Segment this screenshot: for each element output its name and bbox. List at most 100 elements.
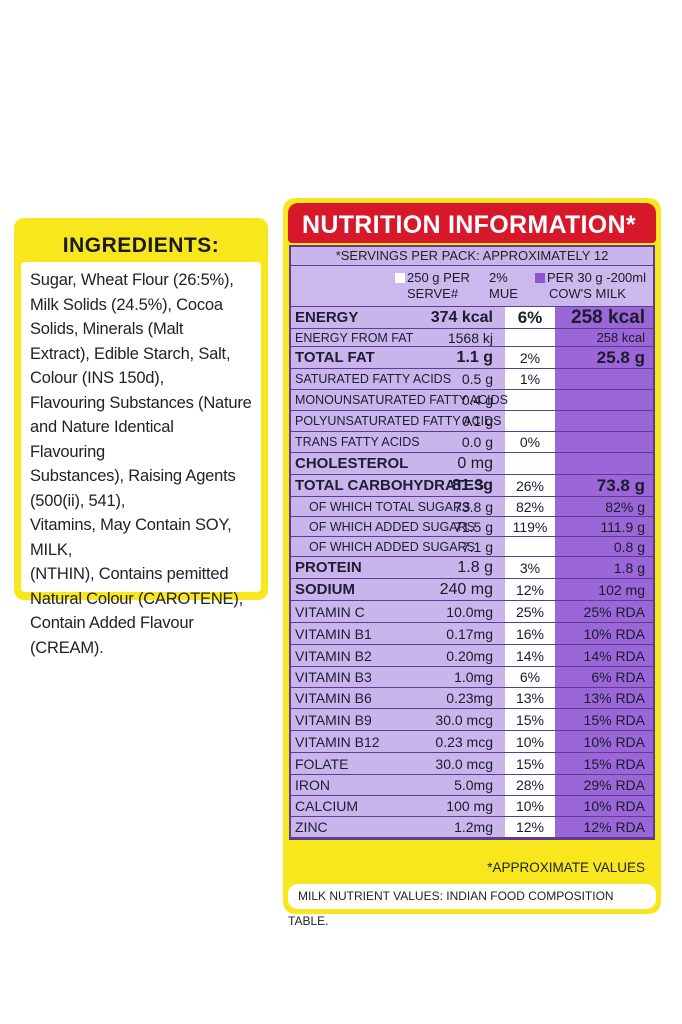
percent-value: 2% bbox=[519, 350, 541, 366]
per-serve-value: 81.3g bbox=[452, 477, 493, 494]
percent-value: 15% bbox=[515, 712, 545, 728]
milk-value: 6% RDA bbox=[591, 669, 645, 685]
milk-value: 15% RDA bbox=[583, 712, 645, 728]
percent-column-cell bbox=[505, 453, 555, 474]
percent-column-cell bbox=[505, 731, 555, 752]
nutrition-row: OF WHICH TOTAL SUGARS 73.8 g 82% 82% g bbox=[291, 497, 653, 517]
nutrition-row: OF WHICH ADDED SUGARS 71.5 g 119% 111.9 g bbox=[291, 517, 653, 537]
nutrition-rows: ENERGY 374 kcal 6% 258 kcal ENERGY FROM FAT 1… bbox=[291, 307, 653, 838]
ingredients-text: Sugar, Wheat Flour (26:5%), Milk Solids … bbox=[30, 271, 252, 657]
header-col2-line1: 2% bbox=[489, 270, 508, 285]
per-serve-value: 0 mg bbox=[457, 455, 493, 472]
nutrition-panel: NUTRITION INFORMATION* *SERVINGS PER PAC… bbox=[283, 198, 661, 928]
percent-column-cell bbox=[505, 329, 555, 346]
percent-column-cell bbox=[505, 688, 555, 708]
nutrient-label: VITAMIN B2 bbox=[295, 648, 372, 664]
header-col-percent: 2% MUE bbox=[489, 270, 525, 302]
nutrient-label: VITAMIN B9 bbox=[295, 712, 372, 728]
milk-value: 10% RDA bbox=[583, 798, 645, 814]
percent-value: 0% bbox=[519, 434, 541, 450]
nutrition-row: SODIUM 240 mg 12% 102 mg bbox=[291, 579, 653, 601]
header-col3-line2: COW'S MILK bbox=[549, 286, 626, 301]
milk-value: 0.8 g bbox=[613, 539, 645, 555]
nutrient-label: MONOUNSATURATED FATTY ACIDS bbox=[295, 393, 508, 407]
nutrition-row: VITAMIN B2 0.20mg 14% 14% RDA bbox=[291, 645, 653, 667]
per-serve-value: 0.4 g bbox=[461, 392, 493, 408]
per-serve-value: 1.2mg bbox=[454, 819, 493, 835]
nutrient-label: PROTEIN bbox=[295, 559, 362, 576]
milk-value: 1.8 g bbox=[613, 560, 645, 576]
percent-column-cell bbox=[505, 411, 555, 431]
percent-column-cell bbox=[505, 307, 555, 328]
percent-value: 26% bbox=[515, 478, 545, 494]
milk-value: 82% g bbox=[605, 499, 645, 515]
nutrient-label: TOTAL FAT bbox=[295, 349, 375, 366]
nutrient-label: VITAMIN B12 bbox=[295, 734, 380, 750]
nutrition-row: SATURATED FATTY ACIDS 0.5 g 1% bbox=[291, 369, 653, 390]
milk-value: 14% RDA bbox=[583, 648, 645, 664]
percent-value: 82% bbox=[515, 499, 545, 515]
percent-column-cell bbox=[505, 645, 555, 666]
milk-value: 73.8 g bbox=[596, 476, 645, 495]
nutrition-row: OF WHICH ADDED SUGARS 7.1 g 0.8 g bbox=[291, 537, 653, 557]
milk-value: 25% RDA bbox=[583, 604, 645, 620]
percent-column-cell bbox=[505, 369, 555, 389]
percent-column-cell bbox=[505, 817, 555, 837]
percent-column-cell bbox=[505, 709, 555, 730]
percent-column-cell bbox=[505, 475, 555, 496]
nutrient-label: FOLATE bbox=[295, 756, 349, 772]
percent-value: 25% bbox=[515, 604, 545, 620]
per-serve-value: 73.8 g bbox=[454, 499, 493, 515]
nutrient-label: VITAMIN B6 bbox=[295, 690, 372, 706]
nutrient-label: VITAMIN C bbox=[295, 604, 365, 620]
nutrient-label: CALCIUM bbox=[295, 798, 359, 814]
nutrient-label: VITAMIN B3 bbox=[295, 669, 372, 685]
per-serve-value: 1.1 g bbox=[456, 349, 493, 366]
milk-value: 258 kcal bbox=[596, 330, 645, 345]
milk-value: 12% RDA bbox=[583, 819, 645, 835]
nutrition-title: NUTRITION INFORMATION* bbox=[288, 203, 656, 243]
nutrient-label: ENERGY FROM FAT bbox=[295, 331, 414, 345]
percent-column-cell bbox=[505, 432, 555, 452]
nutrition-row: CALCIUM 100 mg 10% 10% RDA bbox=[291, 796, 653, 817]
nutrition-row: ENERGY FROM FAT 1568 kj 258 kcal bbox=[291, 329, 653, 347]
nutrition-row: VITAMIN B12 0.23 mcg 10% 10% RDA bbox=[291, 731, 653, 753]
per-serve-value: 10.0mg bbox=[446, 604, 493, 620]
percent-column-cell bbox=[505, 579, 555, 600]
white-square-icon bbox=[395, 273, 405, 283]
nutrient-label: OF WHICH ADDED SUGARS bbox=[309, 540, 475, 554]
ingredients-panel: INGREDIENTS: Sugar, Wheat Flour (26:5%),… bbox=[14, 218, 268, 657]
nutrition-row: MONOUNSATURATED FATTY ACIDS 0.4 g bbox=[291, 390, 653, 411]
ingredients-body: Sugar, Wheat Flour (26:5%), Milk Solids … bbox=[21, 262, 261, 657]
nutrient-label: SATURATED FATTY ACIDS bbox=[295, 372, 452, 386]
per-serve-value: 0.1 g bbox=[461, 413, 493, 429]
percent-column-cell bbox=[505, 601, 555, 622]
nutrient-label: OF WHICH TOTAL SUGARS bbox=[309, 500, 471, 514]
nutrition-row: POLYUNSATURATED FATTY ACIDS 0.1 g bbox=[291, 411, 653, 432]
percent-column-cell bbox=[505, 557, 555, 578]
percent-column-cell bbox=[505, 537, 555, 556]
nutrition-row: VITAMIN B3 1.0mg 6% 6% RDA bbox=[291, 667, 653, 688]
nutrition-row: TOTAL CARBOHYDRATES 81.3g 26% 73.8 g bbox=[291, 475, 653, 497]
purple-square-icon bbox=[535, 273, 545, 283]
per-serve-value: 7.1 g bbox=[461, 539, 493, 555]
milk-value: 102 mg bbox=[598, 582, 645, 598]
per-serve-value: 30.0 mcg bbox=[435, 712, 493, 728]
milk-value: 10% RDA bbox=[583, 734, 645, 750]
percent-value: 6% bbox=[517, 308, 543, 327]
percent-value: 119% bbox=[512, 519, 548, 535]
percent-value: 6% bbox=[519, 669, 541, 685]
nutrition-table-header: 250 g PER SERVE# 2% MUE PER 30 g -200ml … bbox=[291, 266, 653, 307]
milk-nutrient-note: MILK NUTRIENT VALUES: INDIAN FOOD COMPOS… bbox=[288, 884, 656, 928]
percent-value: 12% bbox=[515, 819, 545, 835]
approximate-values-note: *APPROXIMATE VALUES bbox=[487, 860, 645, 875]
percent-column-cell bbox=[505, 390, 555, 410]
nutrition-row: CHOLESTEROL 0 mg bbox=[291, 453, 653, 475]
milk-value: 13% RDA bbox=[583, 690, 645, 706]
percent-column-cell bbox=[505, 623, 555, 644]
per-serve-value: 0.23mg bbox=[446, 690, 493, 706]
percent-value: 28% bbox=[515, 777, 545, 793]
nutrition-row: TOTAL FAT 1.1 g 2% 25.8 g bbox=[291, 347, 653, 369]
per-serve-value: 0.23 mcg bbox=[435, 734, 493, 750]
nutrient-label: POLYUNSATURATED FATTY ACIDS bbox=[295, 414, 502, 428]
